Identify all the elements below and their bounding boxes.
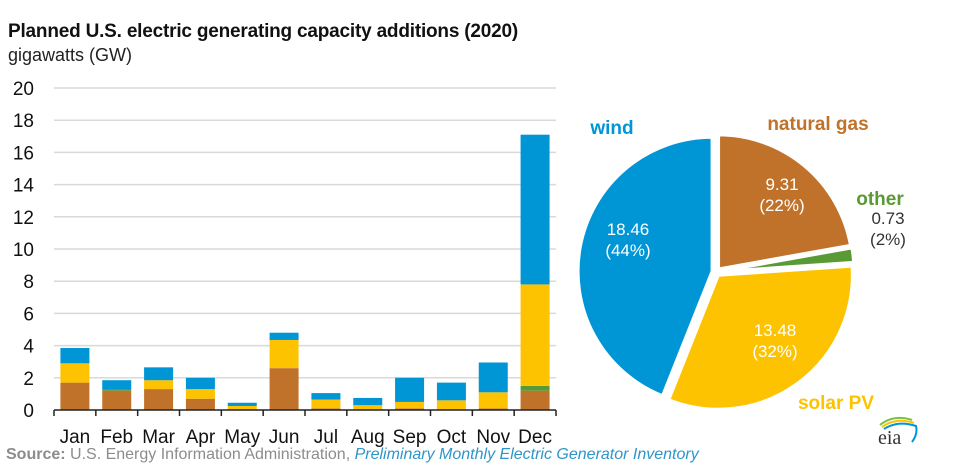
- y-tick-label: 16: [13, 143, 34, 164]
- y-tick-label: 2: [23, 369, 34, 390]
- x-tick-label: Nov: [476, 427, 510, 448]
- bar-segment-natural-gas: [520, 390, 550, 410]
- pie-percent-label: (2%): [870, 230, 906, 249]
- chart-title: Planned U.S. electric generating capacit…: [8, 21, 519, 42]
- y-tick-label: 14: [13, 176, 35, 197]
- bar-segment-wind: [436, 382, 466, 401]
- pie-value-label: 0.73: [871, 209, 904, 228]
- y-axis-unit-label: gigawatts (GW): [8, 45, 133, 65]
- stacked-bars: [60, 134, 550, 410]
- bar-segment-natural-gas: [395, 408, 425, 410]
- pie-category-label: wind: [589, 118, 633, 139]
- y-tick-label: 18: [13, 111, 34, 132]
- bar-segment-solar: [520, 284, 550, 386]
- y-tick-label: 0: [23, 401, 34, 422]
- x-tick-label: Jul: [314, 427, 338, 448]
- source-note: Source: U.S. Energy Information Administ…: [6, 446, 699, 464]
- source-label: Source:: [6, 446, 66, 463]
- pie-value-label: 18.46: [607, 220, 650, 239]
- y-tick-label: 6: [23, 304, 34, 325]
- x-tick-label: Jun: [269, 427, 300, 448]
- bar-segment-solar: [353, 405, 383, 410]
- bar-segment-other: [102, 389, 132, 391]
- bar-segment-natural-gas: [102, 390, 132, 410]
- eia-logo-text: eia: [878, 427, 901, 448]
- bar-segment-natural-gas: [478, 408, 508, 410]
- bar-segment-wind: [144, 367, 174, 381]
- bar-segment-solar: [395, 401, 425, 409]
- bar-segment-wind: [102, 380, 132, 390]
- pie-percent-label: (44%): [605, 241, 650, 260]
- x-tick-label: Apr: [186, 427, 216, 448]
- x-axis: Jan Feb Mar Apr May Jun Jul Aug Sep Oct Nov Dec: [53, 409, 557, 448]
- x-tick-label: May: [224, 427, 260, 448]
- y-tick-label: 10: [13, 240, 34, 261]
- pie-slice-natural-gas: [717, 133, 853, 271]
- bar-segment-solar: [227, 405, 257, 410]
- x-tick-label: Sep: [393, 427, 427, 448]
- bar-segment-wind: [269, 332, 299, 340]
- bar-segment-wind: [185, 377, 215, 390]
- pie-category-label: other: [856, 189, 904, 210]
- pie-percent-label: (22%): [759, 196, 804, 215]
- pie-slice-other: [719, 246, 856, 274]
- pie-percent-label: (32%): [752, 342, 797, 361]
- bar-segment-wind: [395, 377, 425, 402]
- bar-segment-wind: [520, 134, 550, 285]
- x-tick-label: Oct: [437, 427, 467, 448]
- bar-segment-solar: [185, 389, 215, 399]
- source-text: U.S. Energy Information Administration,: [65, 446, 355, 463]
- bar-segment-solar: [436, 400, 466, 410]
- bar-segment-natural-gas: [144, 389, 174, 410]
- pie-chart: [576, 133, 856, 411]
- pie-category-label: natural gas: [767, 114, 868, 135]
- bar-segment-other: [520, 385, 550, 391]
- x-tick-label: Dec: [518, 427, 552, 448]
- bar-segment-solar: [478, 392, 508, 409]
- x-tick-label: Aug: [351, 427, 385, 448]
- bar-segment-solar: [269, 339, 299, 369]
- bar-segment-solar: [311, 399, 341, 409]
- y-tick-label: 12: [13, 208, 34, 229]
- bar-segment-wind: [60, 348, 90, 364]
- y-axis-ticks: 0 2 4 6 8 10 12 14 16 18 20: [13, 79, 35, 422]
- pie-slice-wind: [576, 135, 714, 398]
- y-tick-label: 4: [23, 337, 34, 358]
- bar-segment-natural-gas: [311, 408, 341, 410]
- eia-logo-icon: eia: [878, 416, 918, 448]
- bar-segment-solar: [144, 380, 174, 390]
- bar-segment-wind: [353, 397, 383, 406]
- pie-value-label: 13.48: [754, 321, 797, 340]
- source-link[interactable]: Preliminary Monthly Electric Generator I…: [354, 446, 699, 463]
- pie-category-label: solar PV: [798, 393, 874, 414]
- bar-segment-natural-gas: [269, 368, 299, 410]
- y-tick-label: 8: [23, 272, 34, 293]
- bar-segment-wind: [311, 393, 341, 400]
- pie-slice-solar: [666, 264, 854, 411]
- x-tick-label: Jan: [60, 427, 91, 448]
- y-tick-label: 20: [13, 79, 34, 100]
- bar-segment-wind: [227, 402, 257, 406]
- x-tick-label: Feb: [100, 427, 133, 448]
- bar-segment-natural-gas: [185, 398, 215, 410]
- x-tick-label: Mar: [142, 427, 175, 448]
- gridlines: [54, 87, 556, 379]
- bar-segment-solar: [60, 363, 90, 383]
- pie-value-label: 9.31: [765, 175, 798, 194]
- bar-segment-natural-gas: [60, 382, 90, 410]
- bar-segment-wind: [478, 362, 508, 393]
